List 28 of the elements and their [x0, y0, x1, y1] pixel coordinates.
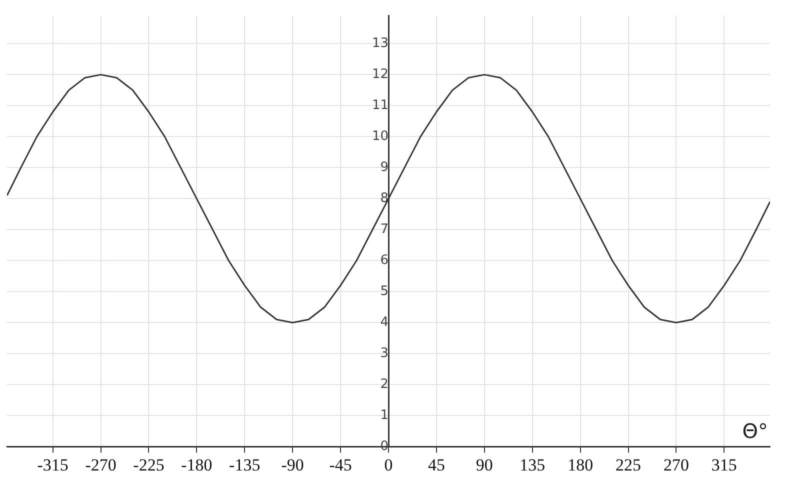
y-tick-label: 5 [380, 284, 388, 300]
y-tick-label: 4 [380, 315, 388, 330]
x-tick-label: 135 [520, 455, 546, 474]
y-tick-label: 9 [380, 160, 388, 176]
x-tick-label: -90 [281, 455, 304, 474]
y-tick-label: 7 [380, 222, 388, 238]
x-tick-label: -225 [133, 455, 164, 474]
y-tick-label: 11 [372, 98, 388, 114]
y-tick-label: 6 [380, 253, 388, 268]
x-tick-label: 315 [711, 455, 737, 474]
y-tick-label: 3 [380, 346, 388, 361]
x-tick-label: -270 [85, 455, 116, 474]
x-tick-label: 45 [428, 455, 445, 474]
x-axis-title: Θ° [742, 418, 768, 443]
y-tick-label: 13 [372, 36, 388, 52]
x-tick-label: 225 [616, 455, 642, 474]
y-tick-label: 2 [380, 376, 388, 392]
x-tick-label: 270 [663, 455, 689, 474]
x-tick-label: -315 [37, 455, 68, 474]
y-tick-label: 10 [372, 129, 388, 144]
y-tick-label: 12 [372, 67, 388, 82]
y-tick-label: 1 [380, 408, 388, 423]
x-tick-label: -45 [329, 455, 352, 474]
x-tick-label: -180 [181, 455, 212, 474]
y-tick-label: 8 [380, 191, 388, 206]
x-tick-label: -135 [229, 455, 260, 474]
x-tick-label: 90 [476, 455, 493, 474]
x-tick-label: 180 [568, 455, 594, 474]
